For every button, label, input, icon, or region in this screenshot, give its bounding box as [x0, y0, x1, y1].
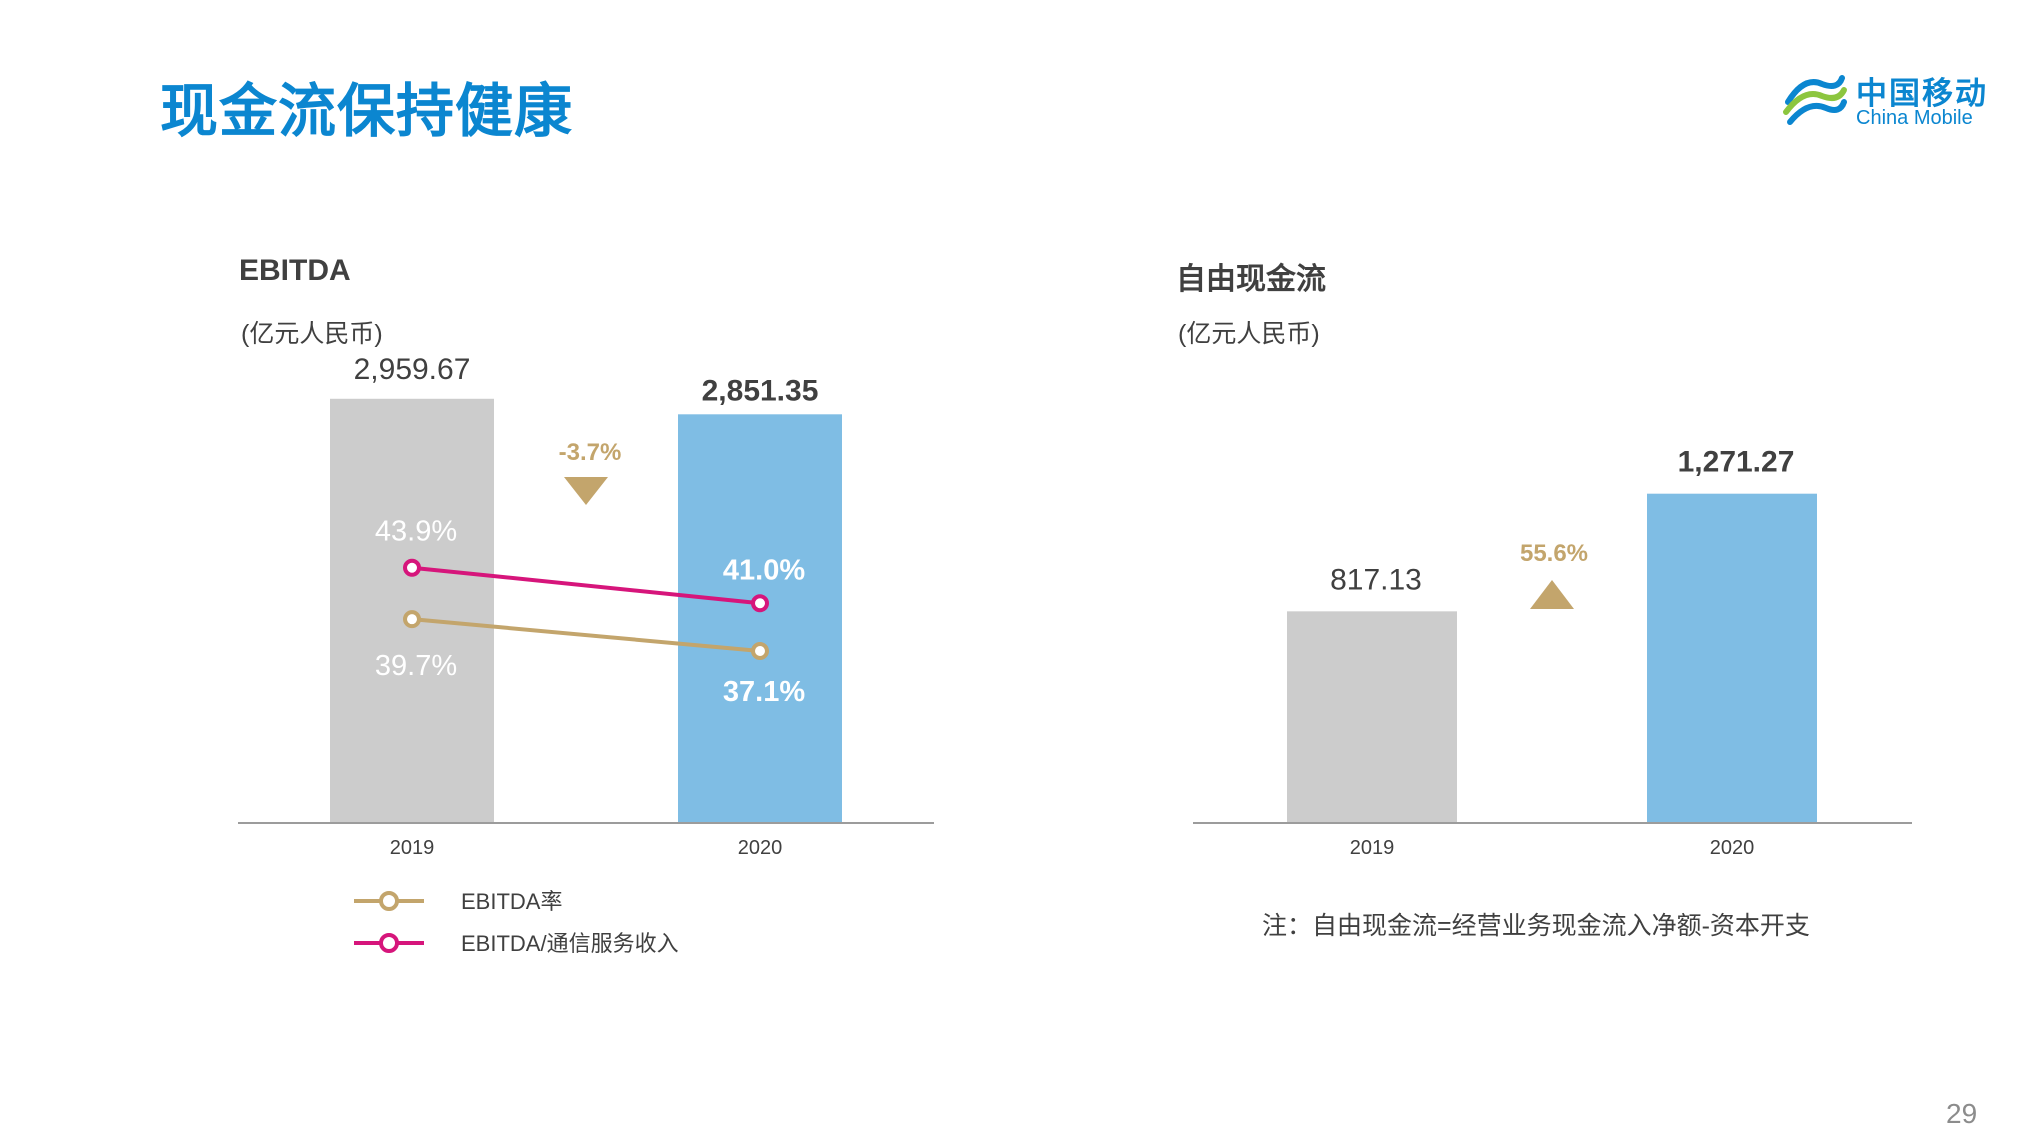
- fcf-tick-label-2019: 2019: [1350, 837, 1395, 859]
- legend-ebitda-margin-marker: [379, 891, 399, 911]
- ebitda-service-point-2020: [751, 594, 769, 613]
- up-triangle-icon: [1530, 580, 1574, 609]
- ebitda-margin-label-2020: 37.1%: [723, 676, 805, 708]
- ebitda-legend: EBITDA率 EBITDA/通信服务收入: [354, 889, 679, 956]
- page-title: 现金流保持健康: [160, 79, 574, 144]
- ebitda-service-label-2020: 41.0%: [723, 554, 805, 586]
- ebitda-service-label-2019: 43.9%: [375, 516, 457, 548]
- fcf-bar-2020: [1647, 493, 1817, 823]
- ebitda-service-line: [411, 565, 761, 606]
- ebitda-value-label-2019: 2,959.67: [354, 353, 471, 386]
- down-triangle-icon: [564, 477, 608, 505]
- ebitda-value-label-2020: 2,851.35: [702, 374, 819, 407]
- legend-ebitda-service-marker: [379, 933, 399, 953]
- brand-logo: 中国移动 China Mobile: [1782, 66, 1997, 136]
- ebitda-margin-line: [411, 617, 761, 654]
- fcf-chart: 2019 2020 817.13 1,271.27 55.6%: [1193, 446, 1912, 859]
- fcf-footnote: 注：自由现金流=经营业务现金流入净额-资本开支: [1262, 912, 1810, 940]
- ebitda-chart-title: EBITDA: [239, 254, 351, 287]
- ebitda-service-point-2019: [403, 558, 421, 577]
- ebitda-tick-label-2019: 2019: [390, 837, 435, 859]
- fcf-bar-2019: [1287, 611, 1457, 823]
- ebitda-tick-label-2020: 2020: [738, 837, 783, 859]
- ebitda-bar-2020: [678, 414, 842, 823]
- ebitda-margin-point-2019: [403, 610, 421, 629]
- fcf-value-label-2020: 1,271.27: [1678, 446, 1795, 479]
- fcf-change-label: 55.6%: [1520, 540, 1588, 567]
- logo-text-en: China Mobile: [1856, 107, 1973, 129]
- fcf-chart-title: 自由现金流: [1176, 263, 1326, 296]
- ebitda-chart-unit: (亿元人民币): [241, 320, 383, 348]
- ebitda-margin-point-2020: [751, 642, 769, 661]
- legend-ebitda-margin-label: EBITDA率: [461, 889, 562, 914]
- fcf-tick-label-2020: 2020: [1710, 837, 1755, 859]
- ebitda-change-label: -3.7%: [559, 439, 622, 466]
- ebitda-chart: 2019 2020 2,959.67 2,851.35 -3.7% 43.9% …: [238, 353, 934, 956]
- fcf-value-label-2019: 817.13: [1330, 563, 1422, 596]
- logo-text-cn: 中国移动: [1856, 76, 1988, 111]
- fcf-chart-unit: (亿元人民币): [1178, 320, 1320, 348]
- page-number: 29: [1946, 1098, 1978, 1129]
- ebitda-margin-label-2019: 39.7%: [375, 650, 457, 682]
- china-mobile-logo-icon: [1783, 75, 1847, 125]
- legend-ebitda-service-label: EBITDA/通信服务收入: [461, 931, 679, 956]
